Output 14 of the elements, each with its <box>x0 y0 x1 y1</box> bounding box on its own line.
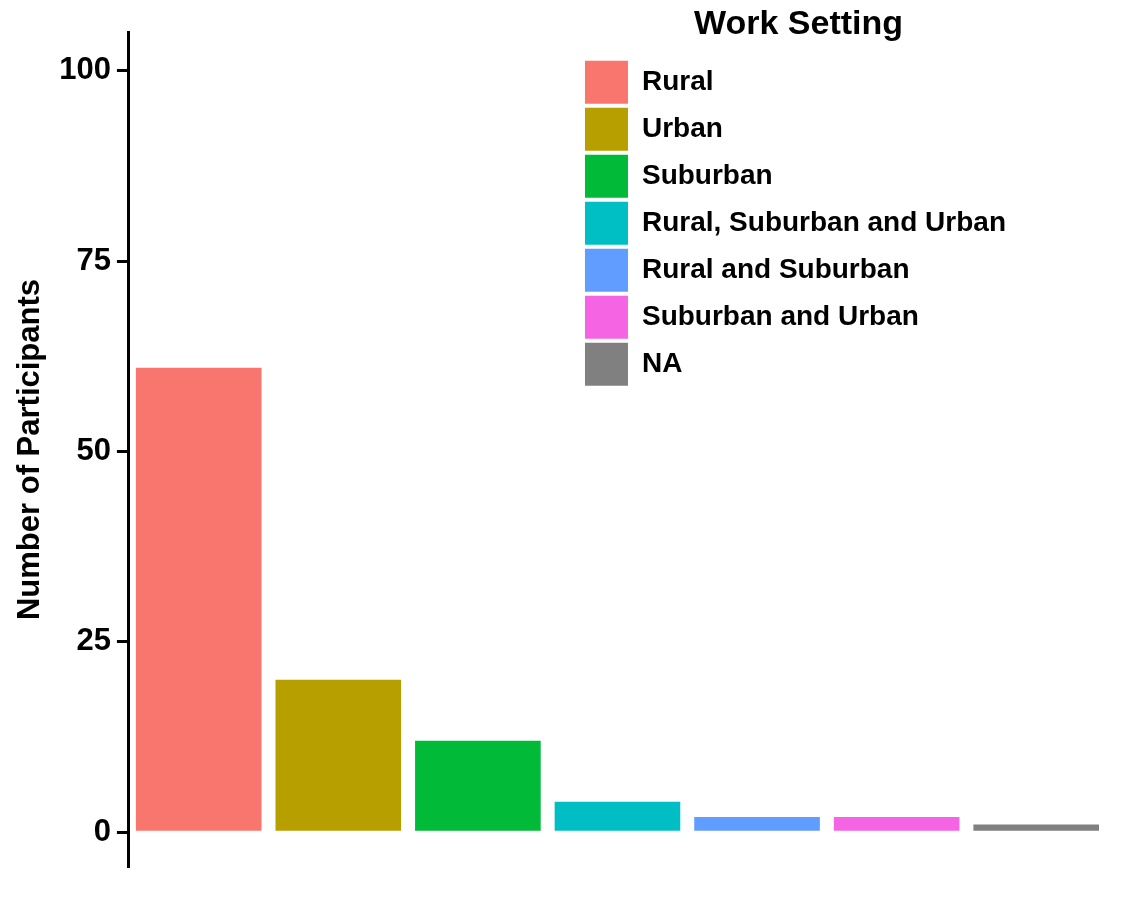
legend-label: Suburban and Urban <box>641 300 919 332</box>
legend-label: Rural <box>641 65 714 97</box>
legend-label: Rural, Suburban and Urban <box>641 206 1006 238</box>
legend-label: Suburban <box>641 159 773 191</box>
legend-title: Work Setting <box>693 3 904 42</box>
y-axis-title: Number of Participants <box>11 278 47 621</box>
y-tick-label: 100 <box>59 51 111 87</box>
legend-label: NA <box>641 347 683 379</box>
y-tick-label: 75 <box>76 241 111 277</box>
y-tick-label: 25 <box>76 622 111 658</box>
legend-label: Rural and Suburban <box>641 253 910 285</box>
legend-label: Urban <box>641 112 723 144</box>
y-tick-label: 0 <box>93 812 111 848</box>
y-tick-label: 50 <box>76 431 111 467</box>
